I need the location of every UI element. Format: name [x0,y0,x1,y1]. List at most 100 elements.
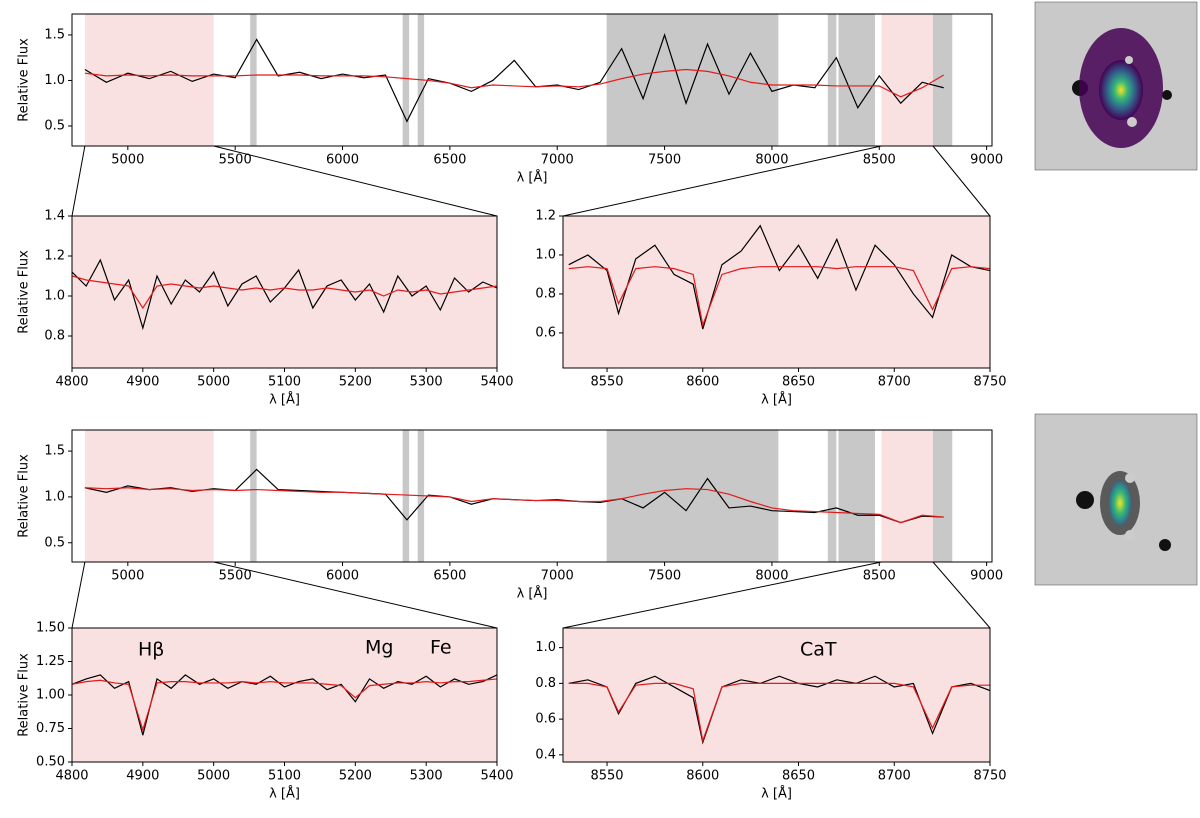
mask [1127,117,1137,127]
x-tick-label: 6500 [433,569,466,584]
zoom-connector [932,145,991,217]
x-tick-label: 5000 [197,769,230,784]
y-axis-label: Relative Flux [17,38,32,122]
spectrum-line [568,266,990,328]
shaded-region [250,14,257,146]
shaded-region [72,216,497,368]
zoom-connector [71,145,86,217]
y-tick-label: 1.50 [36,621,65,636]
x-axis-label: λ [Å] [761,392,792,408]
zoom-connector [71,561,86,629]
x-axis-label: λ [Å] [269,392,300,408]
y-tick-label: 1.5 [44,27,65,42]
y-tick-label: 1.4 [44,209,65,224]
y-tick-label: 1.25 [36,654,65,669]
annotation: CaT [800,639,837,661]
x-tick-label: 7000 [541,153,574,168]
spectrum-line [72,678,497,732]
x-tick-label: 8750 [973,769,1006,784]
shaded-region [606,14,779,146]
y-tick-label: 1.0 [44,73,65,88]
galaxy-image [1034,413,1198,586]
x-tick-label: 6500 [433,153,466,168]
panel: 8550 8600 8650 8700 8750 0.6 0.8 1.0 1.2 λ [Å] [535,209,1006,408]
zoom-connector [932,561,991,629]
plot-area [72,216,497,368]
zoom-connector [562,561,882,629]
x-tick-label: 5100 [268,375,301,390]
x-tick-label: 5000 [197,375,230,390]
shaded-region [563,628,990,762]
y-tick-label: 1.0 [44,289,65,304]
shaded-region [838,14,875,146]
spectrum-line [72,674,497,736]
spectrum-line [84,487,944,524]
shaded-region [84,430,214,562]
shaded-region [402,14,410,146]
spectrum-line [568,675,990,745]
annotation: Fe [430,637,452,659]
shaded-region [827,430,837,562]
x-tick-label: 7500 [648,569,681,584]
y-tick-label: 0.8 [44,329,65,344]
plot-area [84,430,953,562]
x-tick-label: 4900 [126,375,159,390]
x-tick-label: 9000 [970,569,1003,584]
zoom-connector [213,145,498,217]
x-tick-label: 7000 [541,569,574,584]
x-tick-label: 5100 [268,769,301,784]
spectrum-line [84,68,944,98]
x-tick-label: 9000 [970,153,1003,168]
x-tick-label: 8600 [686,375,719,390]
y-tick-label: 0.50 [36,755,65,770]
y-tick-label: 0.8 [535,286,556,301]
x-tick-label: 5300 [410,375,443,390]
x-axis-label: λ [Å] [517,586,548,602]
x-tick-label: 8650 [782,769,815,784]
star [1159,539,1171,551]
panel: 4800 4900 5000 5100 5200 5300 5400 0.8 1.0 1.2 1.4… [17,209,514,408]
zoom-connector [213,561,498,629]
galaxy-core [1109,481,1131,525]
x-tick-label: 8650 [782,375,815,390]
plot-area [563,628,990,762]
y-tick-label: 1.5 [44,444,65,459]
shaded-region [250,430,257,562]
y-tick-label: 0.75 [36,721,65,736]
axes-frame [562,627,991,763]
mask [1125,473,1135,483]
x-tick-label: 6000 [326,569,359,584]
x-tick-label: 5500 [219,153,252,168]
x-tick-label: 5400 [480,375,513,390]
shaded-region [563,216,990,368]
spectrum-line [568,224,990,330]
plot-area [72,628,497,762]
x-tick-label: 8000 [755,569,788,584]
x-tick-label: 5000 [111,153,144,168]
x-tick-label: 5000 [111,569,144,584]
y-tick-label: 0.6 [535,712,556,727]
x-tick-label: 8600 [686,769,719,784]
spectrum-line [84,33,944,123]
panel: 8550 8600 8650 8700 8750 0.4 0.6 0.8 1.0 λ [Å] CaT [535,627,1007,802]
shaded-region [402,430,410,562]
mask [1125,530,1135,540]
y-tick-label: 0.8 [535,676,556,691]
shaded-region [84,14,214,146]
y-tick-label: 0.5 [44,118,65,133]
y-tick-label: 1.2 [44,249,65,264]
x-tick-label: 8550 [590,769,623,784]
x-tick-label: 5200 [339,769,372,784]
y-tick-label: 1.0 [535,247,556,262]
plot-area [84,14,953,146]
zoom-connector [562,145,882,217]
x-tick-label: 8500 [863,569,896,584]
y-tick-label: 1.2 [535,209,556,224]
x-axis-label: λ [Å] [761,786,792,802]
axes-frame [562,215,991,369]
shaded-region [72,628,497,762]
y-tick-label: 1.0 [535,640,556,655]
x-tick-label: 8000 [755,153,788,168]
shaded-region [838,430,875,562]
